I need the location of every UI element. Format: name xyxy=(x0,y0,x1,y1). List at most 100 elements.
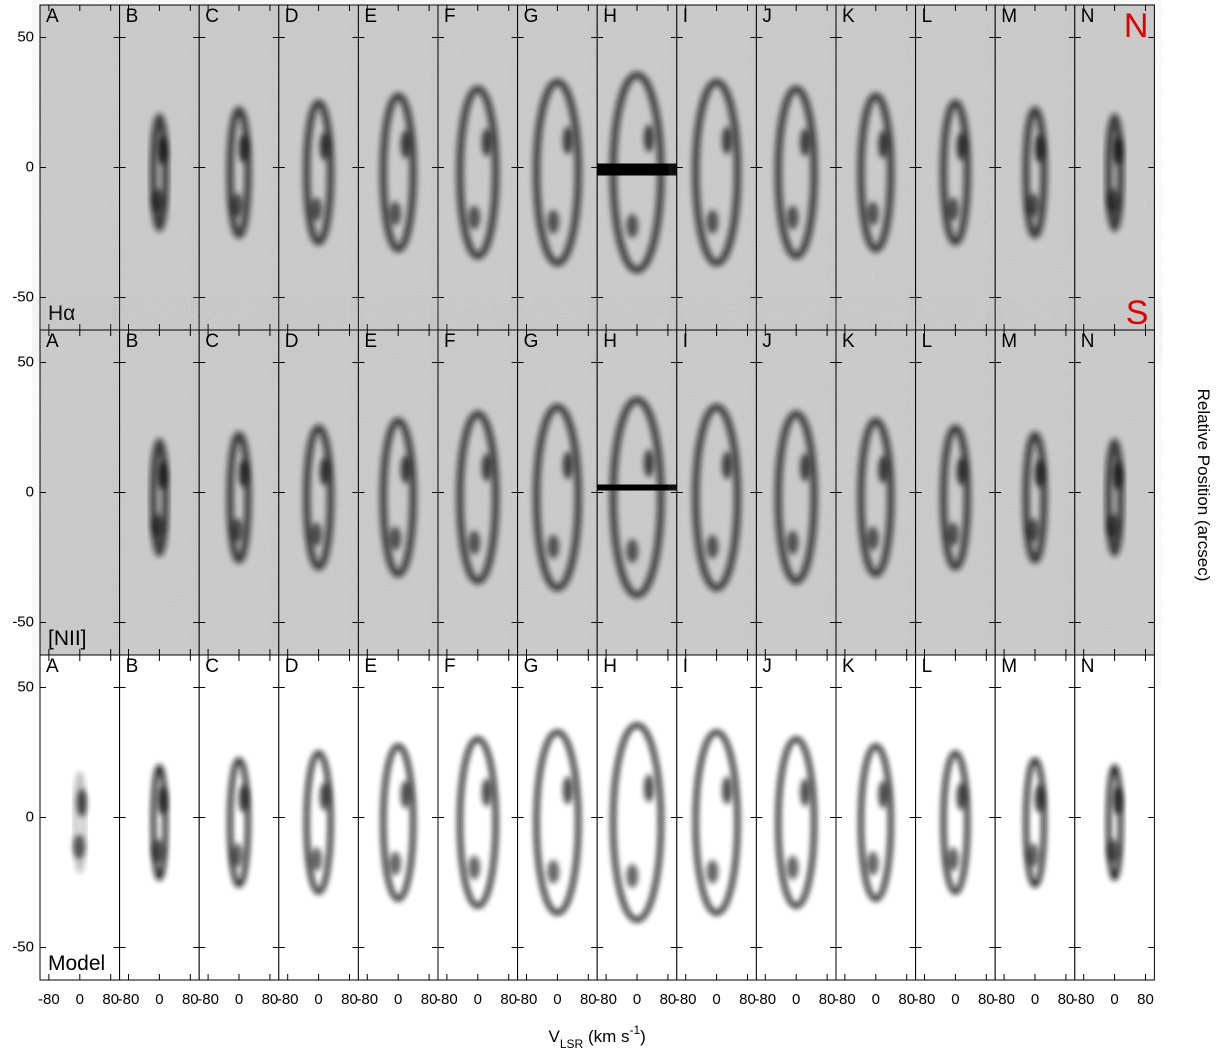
emission-knot xyxy=(238,134,249,163)
panel-letter: J xyxy=(762,331,772,352)
emission-ring xyxy=(1105,438,1125,557)
panel-background xyxy=(995,655,1075,980)
panel-background xyxy=(199,655,279,980)
panel-letter: M xyxy=(1001,656,1017,677)
x-tick-label: 0 xyxy=(553,991,561,1008)
panel: A xyxy=(39,4,121,331)
panel-noise xyxy=(756,5,836,330)
emission-knot xyxy=(468,855,481,880)
orientation-south: S xyxy=(1126,294,1149,332)
emission-ring xyxy=(379,92,417,253)
emission-ring xyxy=(857,92,895,253)
emission-knot xyxy=(152,513,165,538)
panel-background xyxy=(40,655,120,980)
emission-knot xyxy=(547,859,560,884)
emission-knot xyxy=(1027,843,1040,868)
panel-letter: E xyxy=(364,331,377,352)
panel: E xyxy=(357,4,439,331)
panel: G xyxy=(517,654,598,981)
emission-knot xyxy=(157,136,168,165)
emission-knot xyxy=(786,530,799,555)
emission-ring xyxy=(73,771,87,874)
emission-knot xyxy=(73,834,85,859)
emission-knot xyxy=(1034,784,1045,813)
emission-knot xyxy=(157,461,168,490)
y-tick-label: 0 xyxy=(26,483,34,500)
emission-knot xyxy=(1112,136,1123,165)
panel-letter: L xyxy=(922,6,933,27)
emission-knot xyxy=(1107,838,1120,863)
panel: K xyxy=(835,329,917,656)
emission-knot xyxy=(400,455,411,484)
x-tick-label: -80 xyxy=(834,991,856,1008)
row-label: Hα xyxy=(48,302,75,325)
panel: N xyxy=(1074,4,1155,331)
x-tick-label: 80 xyxy=(341,991,358,1008)
emission-ring xyxy=(226,106,252,239)
emission-ring xyxy=(534,729,581,916)
panel: B xyxy=(119,329,200,656)
x-tick-label: -80 xyxy=(118,991,140,1008)
panel: J xyxy=(755,654,837,981)
panel-letter: G xyxy=(524,331,539,352)
emission-ring xyxy=(692,403,741,592)
x-axis-label-part: (km s xyxy=(583,1027,629,1046)
emission-knot xyxy=(319,782,330,811)
emission-knot xyxy=(947,197,960,222)
panel-noise xyxy=(915,330,996,655)
panel-letter: E xyxy=(364,656,377,677)
emission-ring xyxy=(533,78,582,267)
panel: D xyxy=(278,4,359,331)
emission-knot xyxy=(152,838,165,863)
stellar-continuum xyxy=(597,484,677,491)
panel: N xyxy=(1074,654,1155,981)
panel-letter: K xyxy=(842,331,855,352)
panel: B xyxy=(119,4,200,331)
panel-noise xyxy=(995,330,1075,655)
x-tick-label: 80 xyxy=(182,991,199,1008)
y-tick-label: -50 xyxy=(12,613,34,630)
panel: N xyxy=(1074,329,1155,656)
emission-knot xyxy=(1034,459,1045,488)
emission-knot xyxy=(157,786,168,815)
emission-knot xyxy=(1107,513,1120,538)
x-tick-label: -80 xyxy=(277,991,299,1008)
emission-knot xyxy=(1112,461,1123,490)
panel: E xyxy=(357,654,439,981)
panel-background xyxy=(597,655,677,980)
emission-ring xyxy=(1022,431,1048,564)
x-tick-label: -80 xyxy=(993,991,1015,1008)
x-tick-label: -80 xyxy=(914,991,936,1008)
panel-noise xyxy=(756,330,836,655)
panel-background xyxy=(438,655,518,980)
panel-letter: L xyxy=(922,656,933,677)
panel-background xyxy=(1074,655,1155,980)
panel: G xyxy=(517,4,598,331)
emission-ring xyxy=(1022,106,1048,239)
x-tick-label: 0 xyxy=(314,991,322,1008)
panel-letter: C xyxy=(205,656,219,677)
emission-knot xyxy=(956,782,967,811)
x-tick-label: 0 xyxy=(394,991,402,1008)
emission-knot xyxy=(1112,786,1123,815)
panel: K xyxy=(835,654,917,981)
panel: I xyxy=(676,654,757,981)
emission-knot xyxy=(706,534,719,559)
panel-letter: B xyxy=(126,6,139,27)
y-tick-label: 0 xyxy=(26,808,34,825)
emission-knot xyxy=(643,449,654,478)
emission-knot xyxy=(231,518,244,543)
emission-ring xyxy=(226,431,252,564)
panel: F xyxy=(437,4,519,331)
emission-ring xyxy=(609,396,665,599)
panel: C xyxy=(198,329,280,656)
emission-ring xyxy=(1023,757,1047,888)
panel-noise xyxy=(358,5,438,330)
panel-noise xyxy=(40,330,120,655)
emission-knot xyxy=(626,864,639,888)
x-tick-label: 80 xyxy=(1137,991,1154,1008)
emission-knot xyxy=(310,847,323,872)
emission-knot xyxy=(956,457,967,486)
emission-knot xyxy=(468,530,481,555)
